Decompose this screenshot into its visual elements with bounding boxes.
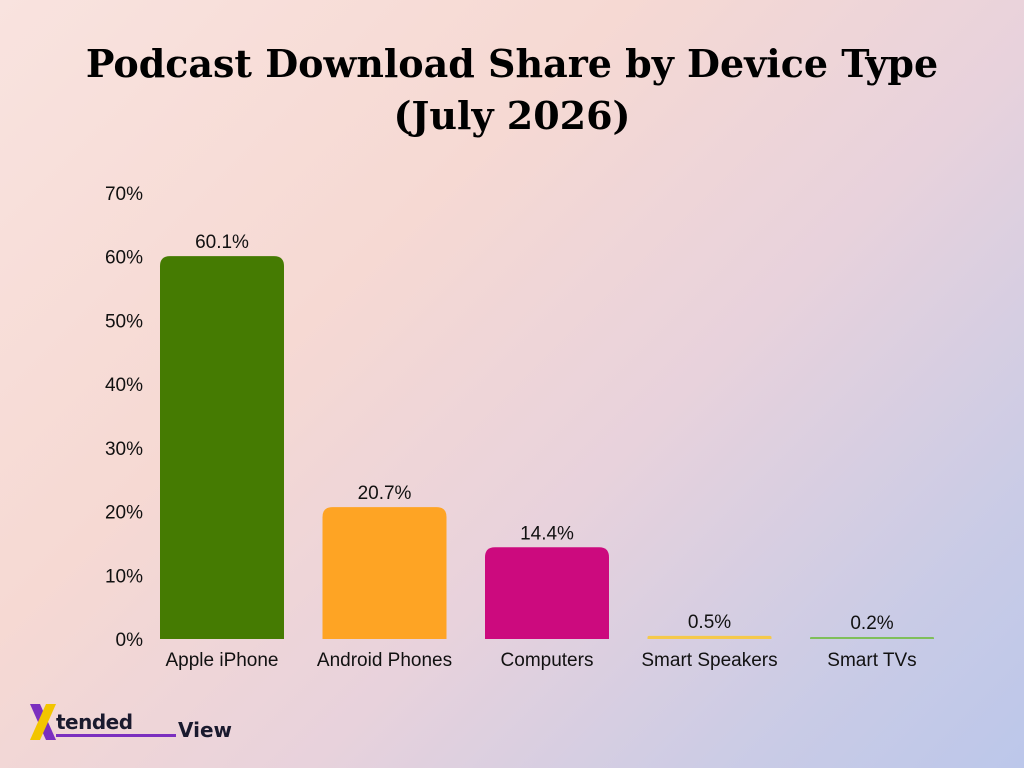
bar-value-label: 0.2% — [850, 613, 893, 634]
chart-title: Podcast Download Share by Device Type (J… — [0, 38, 1024, 142]
y-tick-label: 40% — [105, 375, 143, 396]
x-tick-label: Smart TVs — [827, 650, 916, 671]
x-tick-label: Computers — [501, 650, 594, 671]
x-tick-label: Android Phones — [317, 650, 452, 671]
bar — [810, 637, 934, 639]
y-tick-label: 20% — [105, 503, 143, 524]
y-tick-label: 50% — [105, 311, 143, 332]
bar — [647, 635, 772, 639]
y-tick-label: 0% — [116, 630, 144, 651]
bar-value-label: 60.1% — [195, 232, 249, 253]
bar — [160, 256, 284, 639]
logo-underline — [56, 734, 176, 737]
x-tick-label: Apple iPhone — [165, 650, 278, 671]
bar-value-label: 14.4% — [520, 523, 574, 544]
chart-title-line-2: (July 2026) — [393, 93, 631, 138]
logo-x-icon — [30, 704, 56, 740]
y-tick-label: 10% — [105, 566, 143, 587]
chart-title-line-1: Podcast Download Share by Device Type — [85, 41, 939, 86]
logo-text: tended — [56, 710, 133, 734]
y-tick-label: 60% — [105, 248, 143, 269]
logo-suffix: View — [178, 718, 233, 742]
brand-logo: tended View — [28, 702, 232, 746]
bar-value-label: 20.7% — [358, 483, 412, 504]
y-tick-label: 30% — [105, 439, 143, 460]
bar — [485, 547, 609, 639]
bar-value-label: 0.5% — [688, 612, 731, 633]
y-tick-label: 70% — [105, 184, 143, 205]
x-tick-label: Smart Speakers — [641, 650, 777, 671]
bar — [322, 507, 447, 639]
